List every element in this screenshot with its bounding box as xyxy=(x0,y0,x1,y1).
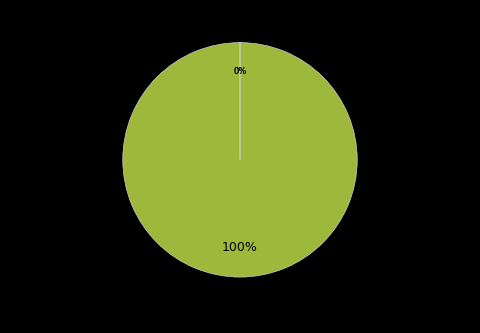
Wedge shape xyxy=(123,43,357,277)
Legend: Wages & Salaries, Employee Benefits, Safety Net: Wages & Salaries, Employee Benefits, Saf… xyxy=(126,331,354,333)
Text: 0%: 0% xyxy=(233,67,247,77)
Text: 0%: 0% xyxy=(233,67,247,77)
Text: 100%: 100% xyxy=(222,241,258,254)
